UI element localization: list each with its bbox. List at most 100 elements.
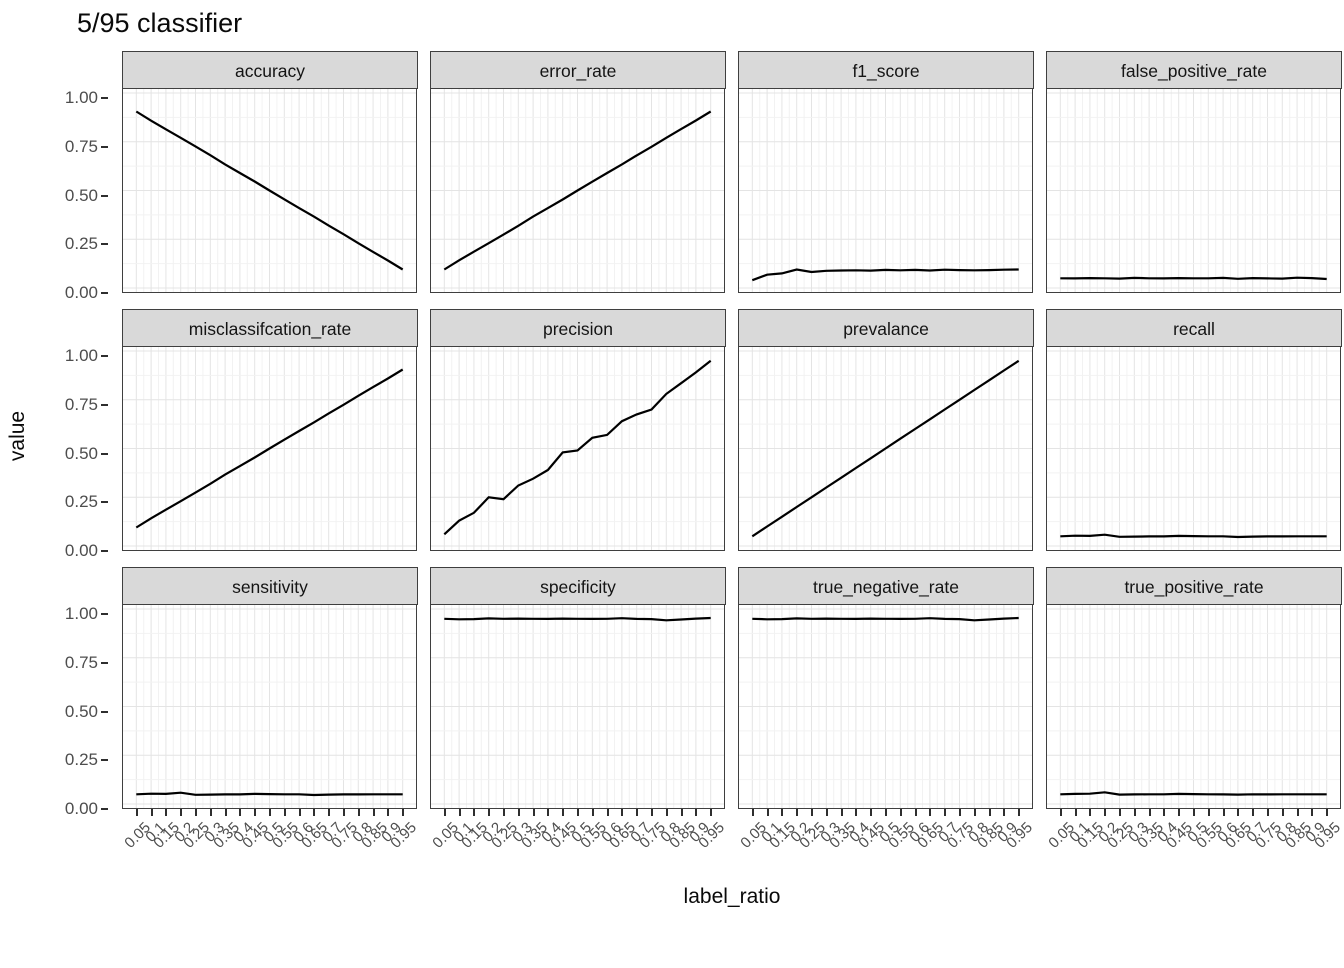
x-tick — [885, 809, 887, 816]
y-tick-label: 0.75 — [64, 652, 98, 672]
x-tick — [695, 809, 698, 816]
x-tick — [1326, 809, 1329, 816]
x-axis-labels: 0.05 0.1 0.15 0.2 0.25 0.3 0.35 0.4 0.45 0.5 0.55 0… — [1045, 809, 1344, 881]
facet-f1_score: f1_score — [738, 51, 1034, 293]
x-tick — [180, 809, 183, 816]
x-tick — [1148, 809, 1151, 816]
facet-error_rate: error_rate — [430, 51, 726, 293]
facet-row: 1.00 0.75 0.50 0.25 0.00 misclassifcation_rat… — [34, 309, 1344, 560]
x-tick — [1104, 809, 1107, 816]
facet-canvas — [1047, 605, 1340, 808]
facet-accuracy: accuracy — [122, 51, 418, 293]
facet-canvas — [123, 347, 416, 550]
y-tick — [101, 501, 108, 504]
y-tick-label: 0.25 — [64, 234, 98, 254]
x-tick — [1252, 809, 1255, 816]
y-tick — [101, 145, 108, 148]
facet-panel — [430, 347, 725, 551]
facet-recall: recall — [1046, 309, 1342, 551]
x-tick — [1311, 809, 1314, 816]
y-tick — [101, 808, 108, 810]
x-tick — [650, 809, 653, 816]
y-tick — [101, 613, 108, 615]
x-tick — [1207, 809, 1210, 816]
y-tick-label: 0.50 — [64, 443, 98, 463]
x-tick — [503, 809, 505, 816]
x-axis-labels: 0.05 0.1 0.15 0.2 0.25 0.3 0.35 0.4 0.45 0.5 0.55 0… — [737, 809, 1036, 881]
x-tick — [781, 809, 784, 816]
facet-canvas — [431, 89, 724, 292]
y-axis-gutter: 1.00 0.75 0.50 0.25 0.00 — [34, 51, 110, 302]
facet-panel — [430, 605, 725, 809]
line-prevalance — [751, 359, 1020, 538]
y-tick — [101, 550, 108, 552]
x-tick — [1018, 809, 1021, 816]
facet-canvas — [1047, 347, 1340, 550]
x-tick — [473, 809, 476, 816]
y-tick-label: 0.50 — [64, 185, 98, 205]
facet-strip: prevalance — [738, 309, 1034, 347]
y-tick — [101, 403, 108, 406]
facet-panel — [430, 89, 725, 293]
x-tick — [1266, 809, 1269, 816]
facet-panel — [122, 605, 417, 809]
facet-canvas — [431, 605, 724, 808]
line-true_negative_rate — [752, 616, 1019, 622]
y-tick — [101, 759, 108, 762]
x-tick — [680, 809, 683, 816]
x-tick — [224, 809, 227, 816]
facet-strip: error_rate — [430, 51, 726, 89]
x-tick — [855, 809, 858, 816]
x-tick — [1193, 809, 1195, 816]
facet-panel — [738, 347, 1033, 551]
y-tick-label: 1.00 — [64, 88, 98, 107]
line-false_positive_rate — [1060, 276, 1327, 281]
facet-panel — [122, 347, 417, 551]
y-tick — [101, 452, 108, 455]
facet-grid: 1.00 0.75 0.50 0.25 0.00 accuracy error_rate f1… — [34, 51, 1344, 881]
y-axis-title-label: value — [6, 410, 30, 462]
facet-panel — [122, 89, 417, 293]
chart-title: 5/95 classifier — [77, 8, 243, 38]
facet-canvas — [739, 89, 1032, 292]
x-tick — [751, 809, 754, 816]
x-tick — [328, 809, 331, 816]
y-tick — [101, 97, 108, 99]
facet-strip: specificity — [430, 567, 726, 605]
y-tick — [101, 292, 108, 294]
facet-misclassifcation_rate: misclassifcation_rate — [122, 309, 418, 551]
x-tick — [357, 809, 360, 816]
x-tick — [239, 809, 242, 816]
y-tick — [101, 194, 108, 197]
x-tick — [577, 809, 579, 816]
x-tick — [372, 809, 375, 816]
x-tick — [254, 809, 257, 816]
x-axis-row: 0.05 0.1 0.15 0.2 0.25 0.3 0.35 0.4 0.45 0.5 0.55 0… — [34, 809, 1344, 881]
x-tick — [899, 809, 902, 816]
x-tick — [269, 809, 271, 816]
y-axis-gutter: 1.00 0.75 0.50 0.25 0.00 — [34, 567, 110, 818]
x-tick — [944, 809, 947, 816]
facet-canvas — [739, 347, 1032, 550]
y-tick-label: 0.00 — [64, 541, 98, 560]
facet-plot-area: value 1.00 0.75 0.50 0.25 0.00 accuracy error_… — [6, 51, 1344, 909]
x-tick — [1237, 809, 1240, 816]
facet-panel — [738, 605, 1033, 809]
facet-panel — [1046, 89, 1341, 293]
facet-strip: misclassifcation_rate — [122, 309, 418, 347]
facet-strip: false_positive_rate — [1046, 51, 1342, 89]
line-error_rate — [443, 110, 712, 271]
facet-canvas — [123, 605, 416, 808]
facet-strip: recall — [1046, 309, 1342, 347]
y-tick-label: 0.00 — [64, 283, 98, 302]
line-f1_score — [751, 268, 1019, 282]
facet-row: 1.00 0.75 0.50 0.25 0.00 sensitivity specifici… — [34, 567, 1344, 818]
x-tick — [929, 809, 932, 816]
x-tick — [283, 809, 286, 816]
facet-precision: precision — [430, 309, 726, 551]
x-tick — [1296, 809, 1299, 816]
x-tick — [1163, 809, 1166, 816]
x-tick — [988, 809, 991, 816]
x-tick — [1119, 809, 1121, 816]
x-tick — [517, 809, 520, 816]
